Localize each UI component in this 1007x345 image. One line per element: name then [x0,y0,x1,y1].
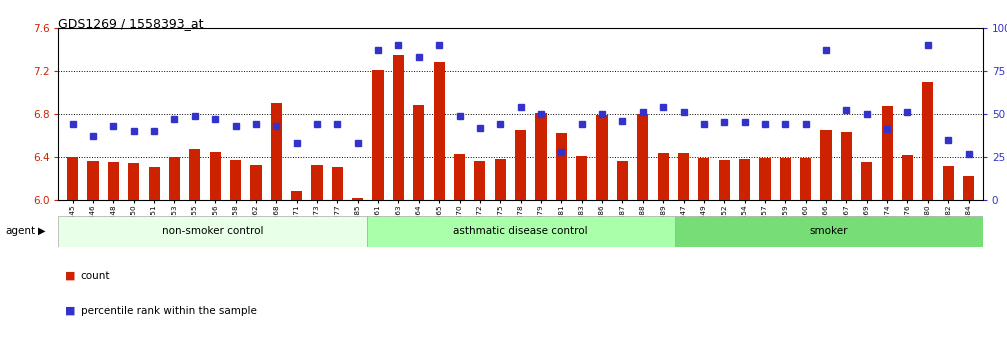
Bar [922,81,933,200]
Bar [373,70,384,200]
Bar [230,160,241,200]
Bar [861,162,872,200]
Bar [801,158,812,200]
Text: agent: agent [5,226,35,236]
Text: GDS1269 / 1558393_at: GDS1269 / 1558393_at [58,17,203,30]
Bar [331,167,343,200]
Bar [494,159,506,200]
Text: percentile rank within the sample: percentile rank within the sample [81,306,257,315]
Bar [779,158,790,200]
Bar [556,133,567,200]
Bar [821,130,832,200]
Bar [963,176,974,200]
Text: ▶: ▶ [38,226,45,236]
Bar [759,158,770,200]
Bar [352,198,364,200]
Bar [739,159,750,200]
Bar [943,166,954,200]
Text: asthmatic disease control: asthmatic disease control [453,226,588,236]
Bar [841,132,852,200]
Bar [189,149,200,200]
Text: non-smoker control: non-smoker control [162,226,263,236]
Bar [719,160,730,200]
Bar [367,216,675,247]
Bar [637,114,649,200]
Bar [209,151,221,200]
Bar [658,152,669,200]
Bar [393,55,404,200]
Bar [413,105,424,200]
Bar [88,161,99,200]
Bar [881,106,893,200]
Bar [675,216,983,247]
Bar [251,165,262,200]
Bar [454,154,465,200]
Text: ■: ■ [65,271,76,281]
Bar [474,161,485,200]
Bar [271,103,282,200]
Bar [169,157,180,200]
Bar [902,155,913,200]
Bar [536,113,547,200]
Bar [576,156,587,200]
Bar [67,157,79,200]
Bar [596,115,607,200]
Bar [678,152,689,200]
Bar [515,130,527,200]
Text: count: count [81,271,110,281]
Text: smoker: smoker [810,226,848,236]
Bar [617,161,628,200]
Bar [128,164,139,200]
Bar [698,158,710,200]
Text: ■: ■ [65,306,76,315]
Bar [108,162,119,200]
Bar [148,167,160,200]
Bar [291,191,302,200]
Bar [311,165,322,200]
Bar [58,216,367,247]
Bar [434,62,445,200]
